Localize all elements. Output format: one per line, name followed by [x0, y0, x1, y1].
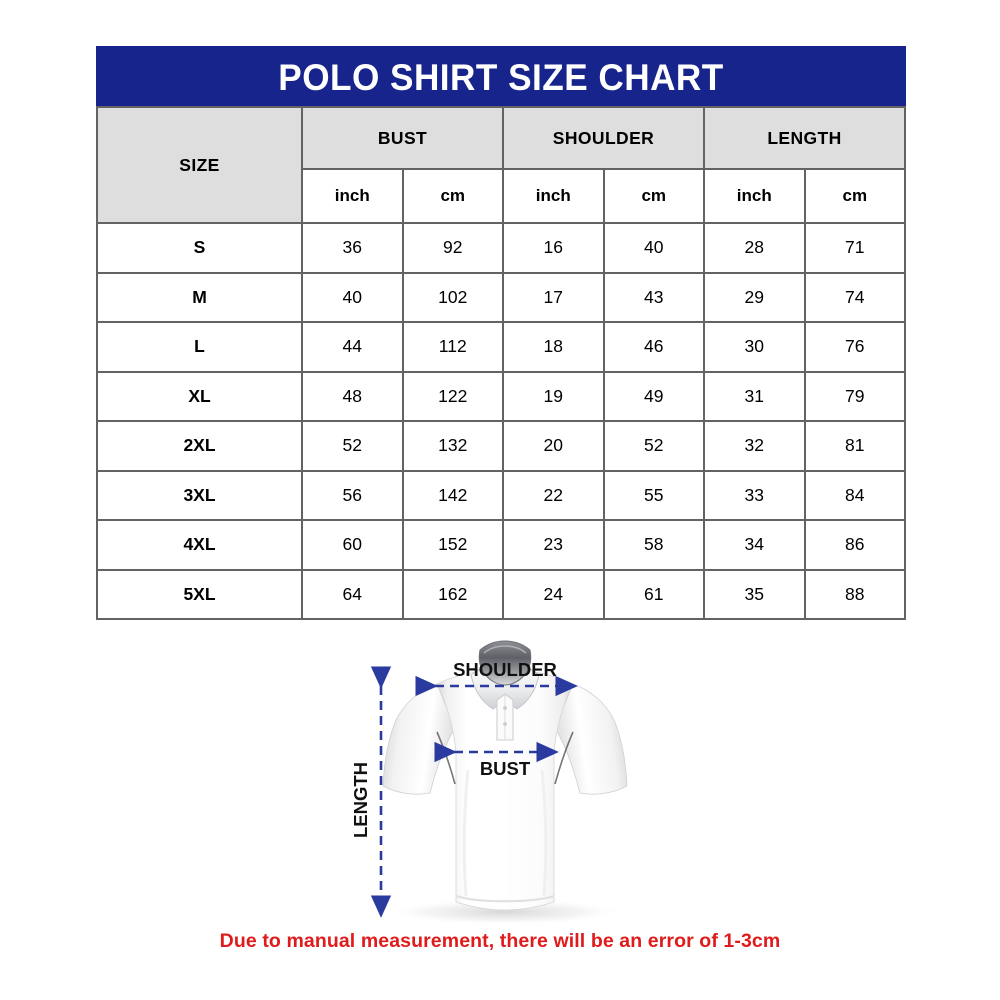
cell-shoulder-cm: 49 [602, 370, 705, 422]
cell-shoulder-inch: 19 [502, 370, 605, 422]
shirt-fold-right [540, 769, 548, 897]
cell-length-cm: 84 [803, 469, 907, 521]
cell-length-cm: 76 [803, 321, 907, 373]
shirt-button-top [503, 706, 507, 710]
table-row: 5XL 64 162 24 61 35 88 [96, 568, 907, 620]
cell-length-inch: 29 [703, 271, 806, 323]
chart-title: POLO SHIRT SIZE CHART [278, 56, 724, 98]
cell-length-cm: 81 [803, 420, 907, 472]
cell-length-inch: 35 [703, 568, 806, 620]
cell-bust-cm: 112 [401, 321, 504, 373]
table-row: 2XL 52 132 20 52 32 81 [96, 420, 907, 472]
cell-length-inch: 28 [703, 222, 806, 274]
cell-bust-cm: 152 [401, 519, 504, 571]
cell-bust-inch: 36 [301, 222, 404, 274]
length-label: LENGTH [350, 762, 371, 838]
chart-title-cell: POLO SHIRT SIZE CHART [95, 46, 907, 108]
shirt-fold-left [462, 769, 470, 897]
cell-shoulder-cm: 46 [602, 321, 705, 373]
cell-bust-cm: 102 [401, 271, 504, 323]
size-chart-table: POLO SHIRT SIZE CHART SIZE BUST SHOULDER… [95, 46, 907, 620]
column-header-length: LENGTH [702, 106, 907, 170]
cell-shoulder-cm: 61 [602, 568, 705, 620]
shirt-seam-right [554, 731, 574, 785]
measurement-diagram: SHOULDER BUST LENGTH [0, 620, 1000, 930]
unit-shoulder-cm: cm [602, 168, 705, 224]
column-header-bust: BUST [301, 106, 504, 170]
cell-size: 4XL [96, 519, 303, 571]
cell-length-cm: 71 [803, 222, 907, 274]
cell-size: L [96, 321, 303, 373]
cell-bust-cm: 142 [401, 469, 504, 521]
shirt-shadow [385, 899, 625, 925]
cell-bust-inch: 60 [301, 519, 404, 571]
size-chart-container: POLO SHIRT SIZE CHART SIZE BUST SHOULDER… [95, 46, 907, 620]
shirt-hem [455, 894, 555, 903]
cell-shoulder-cm: 40 [602, 222, 705, 274]
cell-size: 2XL [96, 420, 303, 472]
cell-length-cm: 86 [803, 519, 907, 571]
shirt-button-bottom [503, 722, 507, 726]
cell-length-cm: 88 [803, 568, 907, 620]
cell-bust-cm: 132 [401, 420, 504, 472]
cell-shoulder-inch: 18 [502, 321, 605, 373]
cell-bust-inch: 48 [301, 370, 404, 422]
cell-size: S [96, 222, 303, 274]
table-row: XL 48 122 19 49 31 79 [96, 370, 907, 422]
cell-shoulder-inch: 23 [502, 519, 605, 571]
cell-bust-inch: 52 [301, 420, 404, 472]
cell-bust-inch: 44 [301, 321, 404, 373]
cell-size: 5XL [96, 568, 303, 620]
cell-shoulder-cm: 55 [602, 469, 705, 521]
cell-bust-inch: 40 [301, 271, 404, 323]
table-row: M 40 102 17 43 29 74 [96, 271, 907, 323]
unit-header-row: inch cm inch cm inch cm [97, 168, 907, 224]
group-header-row: SIZE BUST SHOULDER LENGTH [96, 106, 907, 224]
cell-length-inch: 31 [703, 370, 806, 422]
column-header-size: SIZE [96, 106, 303, 224]
column-header-shoulder: SHOULDER [502, 106, 705, 170]
cell-length-inch: 30 [703, 321, 806, 373]
cell-size: 3XL [96, 469, 303, 521]
bust-label: BUST [480, 758, 531, 779]
table-row: L 44 112 18 46 30 76 [96, 321, 907, 373]
unit-length-inch: inch [703, 168, 806, 224]
cell-length-cm: 74 [803, 271, 907, 323]
cell-shoulder-cm: 58 [602, 519, 705, 571]
table-row: 3XL 56 142 22 55 33 84 [96, 469, 907, 521]
cell-shoulder-inch: 16 [502, 222, 605, 274]
cell-shoulder-inch: 17 [502, 271, 605, 323]
cell-shoulder-inch: 20 [502, 420, 605, 472]
unit-bust-cm: cm [401, 168, 504, 224]
table-row: 4XL 60 152 23 58 34 86 [96, 519, 907, 571]
cell-bust-cm: 162 [401, 568, 504, 620]
cell-bust-cm: 92 [401, 222, 504, 274]
cell-shoulder-inch: 24 [502, 568, 605, 620]
cell-bust-cm: 122 [401, 370, 504, 422]
cell-bust-inch: 64 [301, 568, 404, 620]
cell-shoulder-cm: 43 [602, 271, 705, 323]
cell-length-inch: 33 [703, 469, 806, 521]
unit-length-cm: cm [803, 168, 907, 224]
unit-shoulder-inch: inch [502, 168, 605, 224]
shirt-sleeve-right [554, 683, 628, 795]
cell-shoulder-inch: 22 [502, 469, 605, 521]
unit-bust-inch: inch [301, 168, 404, 224]
cell-size: M [96, 271, 303, 323]
shirt-collar-fold [483, 645, 527, 654]
cell-bust-inch: 56 [301, 469, 404, 521]
cell-shoulder-cm: 52 [602, 420, 705, 472]
table-row: S 36 92 16 40 28 71 [96, 222, 907, 274]
cell-length-inch: 34 [703, 519, 806, 571]
chart-title-row: POLO SHIRT SIZE CHART [95, 46, 907, 108]
cell-size: XL [96, 370, 303, 422]
shoulder-label: SHOULDER [453, 659, 557, 680]
cell-length-cm: 79 [803, 370, 907, 422]
cell-length-inch: 32 [703, 420, 806, 472]
measurement-disclaimer: Due to manual measurement, there will be… [219, 930, 781, 952]
